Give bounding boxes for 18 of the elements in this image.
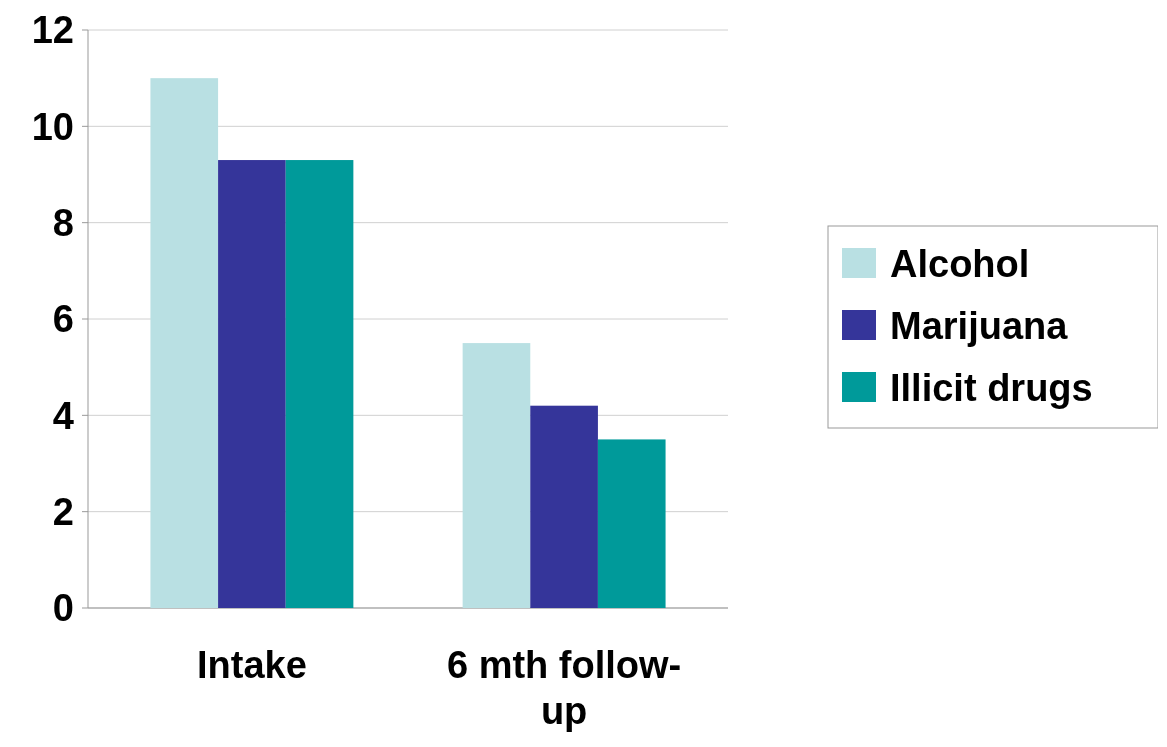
- x-tick-label: Intake: [196, 644, 307, 686]
- bar: [150, 78, 219, 608]
- legend-label: Alcohol: [890, 243, 1030, 286]
- bar: [530, 405, 598, 608]
- x-tick-label: 6 mth follow-up: [446, 644, 682, 732]
- y-tick-label: 2: [52, 490, 74, 533]
- y-tick-label: 4: [52, 394, 74, 437]
- y-tick-label: 12: [31, 9, 74, 52]
- legend-label: Illicit drugs: [890, 367, 1093, 410]
- legend-label: Marijuana: [890, 305, 1069, 348]
- y-tick-label: 6: [52, 298, 74, 341]
- y-tick-label: 10: [31, 105, 74, 148]
- bar: [218, 160, 286, 608]
- bar: [462, 343, 531, 608]
- y-tick-label: 8: [52, 201, 74, 244]
- bar: [285, 160, 354, 608]
- y-tick-label: 0: [52, 587, 74, 630]
- bar: [597, 439, 666, 608]
